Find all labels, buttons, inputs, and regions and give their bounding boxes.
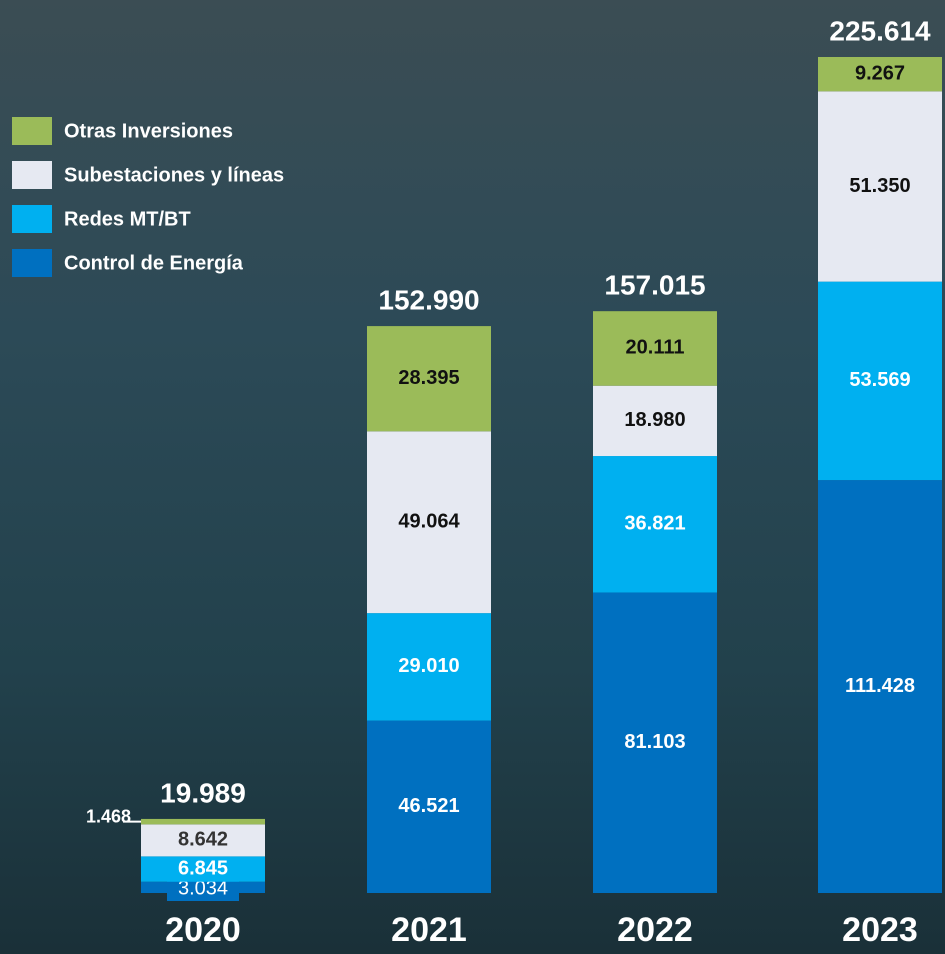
value-label: 53.569 xyxy=(849,369,910,391)
x-tick-label: 2021 xyxy=(391,911,467,949)
value-label: 28.395 xyxy=(398,367,459,389)
total-label: 19.989 xyxy=(160,777,246,808)
chart: Otras Inversiones Subestaciones y líneas R… xyxy=(0,0,945,954)
value-label: 51.350 xyxy=(849,175,910,197)
value-label: 29.010 xyxy=(398,655,459,677)
legend-label: Redes MT/BT xyxy=(64,208,191,230)
legend-label: Otras Inversiones xyxy=(64,120,233,142)
value-label: 49.064 xyxy=(398,511,460,533)
value-label: 8.642 xyxy=(178,829,228,851)
legend-swatch xyxy=(12,117,52,145)
total-label: 152.990 xyxy=(378,284,479,315)
bar-segment xyxy=(141,819,265,824)
legend-label: Subestaciones y líneas xyxy=(64,164,284,186)
x-tick-label: 2022 xyxy=(617,911,693,949)
value-label: 9.267 xyxy=(855,62,905,84)
legend-swatch xyxy=(12,161,52,189)
value-label: 81.103 xyxy=(624,731,685,753)
value-label: 6.845 xyxy=(178,857,228,879)
value-label: 36.821 xyxy=(624,513,685,535)
total-label: 157.015 xyxy=(604,270,705,301)
x-tick-label: 2020 xyxy=(165,911,241,949)
legend-swatch xyxy=(12,205,52,233)
value-label: 20.111 xyxy=(626,337,685,359)
value-label: 111.428 xyxy=(845,675,915,697)
total-label: 225.614 xyxy=(829,15,931,46)
value-label: 1.468 xyxy=(86,806,131,826)
value-label: 18.980 xyxy=(624,409,685,431)
legend-label: Control de Energía xyxy=(64,252,244,274)
legend-swatch xyxy=(12,249,52,277)
x-tick-label: 2023 xyxy=(842,911,918,949)
value-label: 46.521 xyxy=(398,795,459,817)
